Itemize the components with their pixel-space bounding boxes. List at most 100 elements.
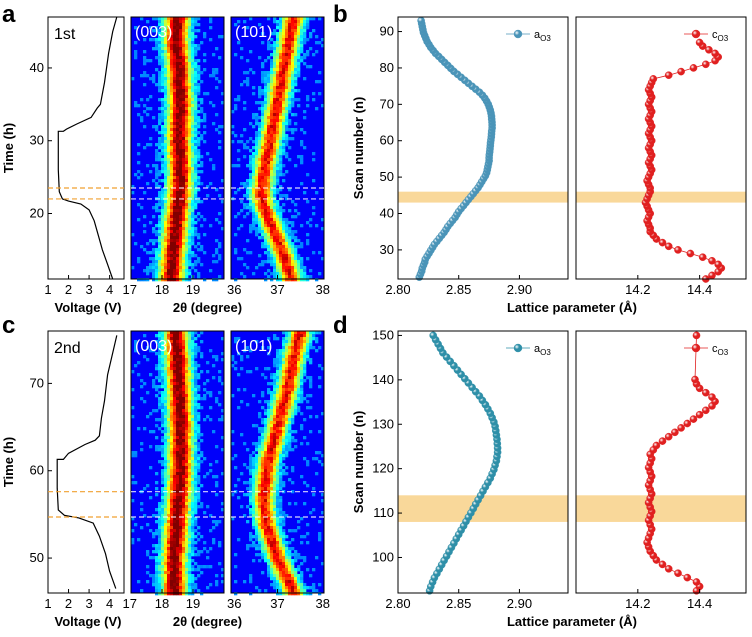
heatmap-cell xyxy=(279,86,283,90)
heatmap-cell xyxy=(155,436,159,440)
heatmap-cell xyxy=(164,20,168,24)
heatmap-cell xyxy=(270,448,274,452)
heatmap-cell xyxy=(167,116,171,120)
heatmap-cell xyxy=(188,352,192,356)
heatmap-cell xyxy=(294,406,298,410)
heatmap-cell xyxy=(188,508,192,512)
heatmap-cell xyxy=(179,137,183,141)
heatmap-cell xyxy=(191,493,195,497)
heatmap-cell xyxy=(179,278,183,282)
heatmap-cell xyxy=(282,538,286,542)
heatmap-cell xyxy=(161,478,165,482)
heatmap-cell xyxy=(179,32,183,36)
heatmap-cell xyxy=(179,38,183,42)
heatmap-cell xyxy=(176,206,180,210)
heatmap-cell xyxy=(161,131,165,135)
heatmap-cell xyxy=(188,499,192,503)
heatmap-cell xyxy=(179,146,183,150)
heatmap-cell xyxy=(155,149,159,153)
heatmap-cell xyxy=(164,349,168,353)
heatmap-cell xyxy=(194,391,198,395)
heatmap-cell xyxy=(252,502,256,506)
heatmap-cell xyxy=(276,41,280,45)
heatmap-cell xyxy=(273,520,277,524)
heatmap-cell xyxy=(179,236,183,240)
heatmap-cell xyxy=(158,260,162,264)
heatmap-cell xyxy=(276,502,280,506)
heatmap-cell xyxy=(267,517,271,521)
heatmap-cell xyxy=(279,137,283,141)
heatmap-cell xyxy=(255,523,259,527)
heatmap-cell xyxy=(267,134,271,138)
heatmap-cell xyxy=(191,565,195,569)
heatmap-cell xyxy=(243,263,247,267)
heatmap-cell xyxy=(203,233,207,237)
heatmap-cell xyxy=(158,47,162,51)
heatmap-cell xyxy=(182,406,186,410)
heatmap-cell xyxy=(176,44,180,48)
heatmap-cell xyxy=(182,194,186,198)
heatmap-cell xyxy=(209,565,213,569)
heatmap-cell xyxy=(273,20,277,24)
heatmap-cell xyxy=(276,493,280,497)
heatmap-cell xyxy=(176,481,180,485)
heatmap-cell xyxy=(300,260,304,264)
heatmap-cell xyxy=(185,41,189,45)
heatmap-cell xyxy=(273,475,277,479)
heatmap-cell xyxy=(197,457,201,461)
heatmap-cell xyxy=(176,493,180,497)
heatmap-cell xyxy=(140,442,144,446)
heatmap-cell xyxy=(264,475,268,479)
heatmap-cell xyxy=(291,263,295,267)
heatmap-cell xyxy=(282,445,286,449)
heatmap-cell xyxy=(182,224,186,228)
heatmap-cell xyxy=(179,394,183,398)
heatmap-cell xyxy=(164,589,168,593)
heatmap-cell xyxy=(267,445,271,449)
heatmap-cell xyxy=(188,17,192,21)
heatmap-cell xyxy=(185,592,189,596)
heatmap-cell xyxy=(276,278,280,282)
heatmap-cell xyxy=(179,397,183,401)
heatmap-cell xyxy=(294,397,298,401)
heatmap-cell xyxy=(306,95,310,99)
heatmap-cell xyxy=(176,17,180,21)
heatmap-cell xyxy=(191,577,195,581)
heatmap-cell xyxy=(249,502,253,506)
heatmap-cell xyxy=(173,104,177,108)
heatmap-cell xyxy=(249,469,253,473)
heatmap-cell xyxy=(152,409,156,413)
heatmap-cell xyxy=(279,445,283,449)
heatmap-cell xyxy=(134,26,138,30)
heatmap-cell xyxy=(188,577,192,581)
heatmap-cell xyxy=(185,340,189,344)
heatmap-cell xyxy=(282,230,286,234)
heatmap-cell xyxy=(155,44,159,48)
heatmap-cell xyxy=(158,352,162,356)
heatmap-cell xyxy=(161,137,165,141)
heatmap-cell xyxy=(306,65,310,69)
heatmap-cell xyxy=(270,47,274,51)
heatmap-cell xyxy=(182,107,186,111)
heatmap-cell xyxy=(273,266,277,270)
heatmap-cell xyxy=(182,128,186,132)
heatmap-cell xyxy=(158,337,162,341)
heatmap-cell xyxy=(258,535,262,539)
heatmap-cell xyxy=(158,266,162,270)
heatmap-cell xyxy=(258,469,262,473)
heatmap-cell xyxy=(285,227,289,231)
heatmap-cell xyxy=(188,520,192,524)
heatmap-cell xyxy=(176,50,180,54)
heatmap-cell xyxy=(288,239,292,243)
heatmap-cell xyxy=(197,119,201,123)
heatmap-cell xyxy=(185,89,189,93)
heatmap-cell xyxy=(185,38,189,42)
heatmap-cell xyxy=(197,260,201,264)
heatmap-cell xyxy=(188,164,192,168)
heatmap-cell xyxy=(285,406,289,410)
heatmap-cell xyxy=(273,32,277,36)
heatmap-cell xyxy=(194,269,198,273)
heatmap-cell xyxy=(261,110,265,114)
heatmap-cell xyxy=(273,430,277,434)
heatmap-cell xyxy=(170,388,174,392)
